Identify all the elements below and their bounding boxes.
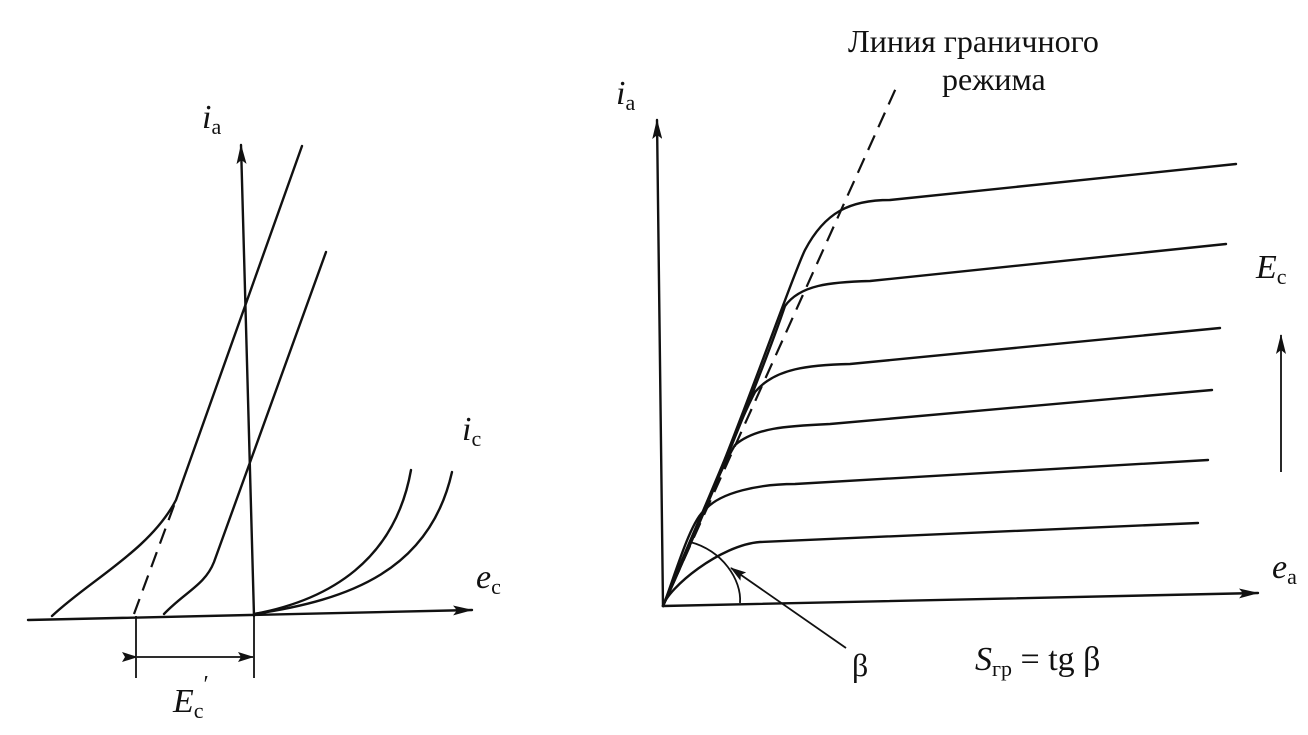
left-panel: ia ec ic Ec′ xyxy=(26,99,501,723)
plate-curve-1 xyxy=(661,521,1200,608)
plate-curve-6 xyxy=(661,162,1238,608)
right-y-axis xyxy=(652,118,665,608)
right-x-axis-label: ea xyxy=(1272,549,1297,589)
angle-beta-arc xyxy=(689,541,741,604)
left-x-axis-label: ec xyxy=(476,559,501,599)
angle-beta-pointer xyxy=(730,567,847,649)
right-panel: ia ea Ec Линия граничного режима β Sгр =… xyxy=(616,23,1297,683)
boundary-line-label-1: Линия граничного xyxy=(848,23,1099,59)
left-y-axis xyxy=(236,143,256,618)
plate-curve-4 xyxy=(661,326,1222,608)
left-anode-curve-1 xyxy=(50,144,304,618)
slope-formula: Sгр = tg β xyxy=(975,641,1100,681)
left-y-axis-label: ia xyxy=(202,99,221,139)
right-x-axis xyxy=(661,588,1260,608)
left-x-axis xyxy=(26,605,474,622)
right-y-axis-label: ia xyxy=(616,75,635,115)
left-grid-current-curve-1 xyxy=(252,468,413,616)
left-cutoff-label: Ec′ xyxy=(172,672,209,723)
left-anode-curve-2 xyxy=(162,250,328,616)
left-grid-current-label: ic xyxy=(462,411,481,451)
left-grid-current-curve-2 xyxy=(252,470,454,616)
boundary-line-label-2: режима xyxy=(942,61,1046,97)
boundary-regime-line xyxy=(661,87,898,607)
left-extrapolation-line xyxy=(132,499,178,615)
plate-curve-2 xyxy=(661,458,1210,608)
family-param-label: Ec xyxy=(1255,249,1287,289)
angle-beta-label: β xyxy=(852,647,868,683)
plate-curve-5 xyxy=(661,242,1228,608)
